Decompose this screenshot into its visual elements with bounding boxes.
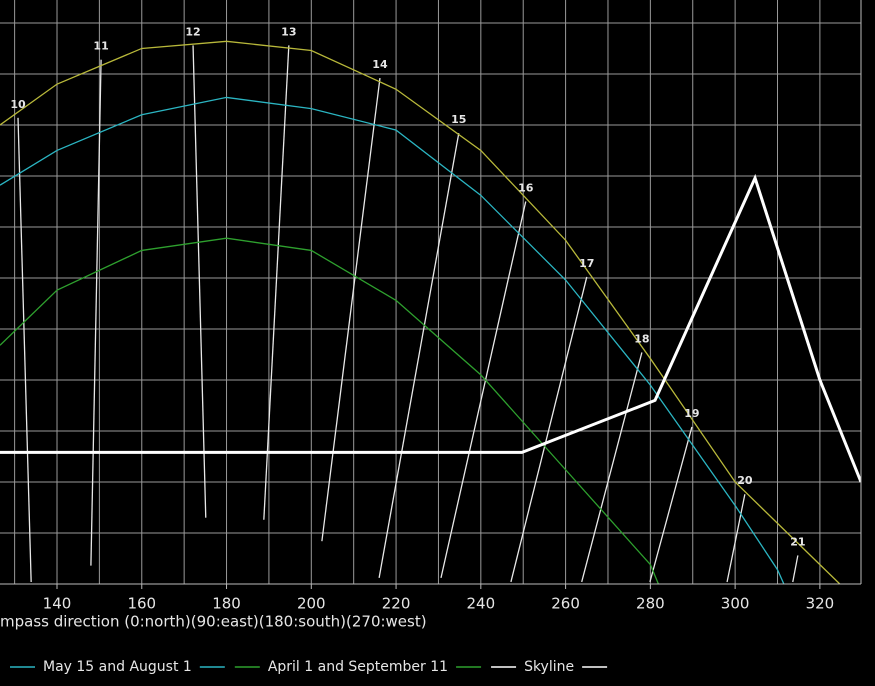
hour-line bbox=[263, 45, 290, 520]
x-tick-label: 300 bbox=[721, 595, 750, 613]
hour-line bbox=[649, 426, 693, 583]
hour-line bbox=[90, 59, 102, 566]
legend-label: May 15 and August 1 bbox=[43, 659, 192, 675]
hour-label: 20 bbox=[737, 474, 753, 487]
hour-line bbox=[440, 201, 527, 579]
hour-label: 17 bbox=[579, 257, 594, 270]
hour-line bbox=[192, 45, 207, 518]
x-tick-label: 220 bbox=[382, 595, 411, 613]
x-tick-label: 260 bbox=[551, 595, 580, 613]
legend-item: May 15 and August 1 bbox=[10, 659, 225, 675]
x-tick-label: 160 bbox=[127, 595, 156, 613]
series-line bbox=[0, 237, 660, 584]
hour-label: 18 bbox=[634, 332, 649, 345]
legend-item: Skyline bbox=[491, 659, 608, 675]
hour-label: 16 bbox=[518, 181, 534, 194]
hour-label: 19 bbox=[684, 407, 699, 420]
x-tick-label: 280 bbox=[636, 595, 665, 613]
legend-label: April 1 and September 11 bbox=[268, 659, 448, 675]
x-tick-label: 180 bbox=[212, 595, 241, 613]
hour-label: 10 bbox=[10, 98, 26, 111]
x-tick-label: 320 bbox=[806, 595, 835, 613]
hour-line bbox=[726, 494, 746, 583]
hour-line bbox=[792, 555, 799, 583]
x-tick-label: 140 bbox=[43, 595, 72, 613]
series-line bbox=[0, 40, 841, 584]
hour-line bbox=[378, 133, 460, 578]
series-line bbox=[0, 96, 785, 584]
hour-line bbox=[321, 77, 381, 542]
x-tick-label: 240 bbox=[467, 595, 496, 613]
legend-label: Skyline bbox=[524, 659, 574, 675]
hour-label: 11 bbox=[93, 40, 108, 53]
hour-label: 21 bbox=[790, 535, 805, 548]
hour-label: 12 bbox=[185, 25, 200, 38]
hour-label: 15 bbox=[451, 113, 466, 126]
x-tick-label: 200 bbox=[297, 595, 326, 613]
plot-area bbox=[0, 0, 861, 584]
hour-line bbox=[17, 117, 32, 582]
axes: 140 160 180 200 220 240 260 280 300 320 mpass dire… bbox=[0, 0, 862, 675]
series-line bbox=[0, 173, 861, 483]
hour-line bbox=[510, 276, 588, 583]
hour-label: 13 bbox=[281, 25, 296, 38]
x-axis-title: mpass direction (0:north)(90:east)(180:s… bbox=[0, 613, 427, 631]
legend-item: April 1 and September 11 bbox=[234, 659, 482, 675]
hour-line bbox=[581, 352, 643, 583]
hour-label: 14 bbox=[372, 58, 388, 71]
